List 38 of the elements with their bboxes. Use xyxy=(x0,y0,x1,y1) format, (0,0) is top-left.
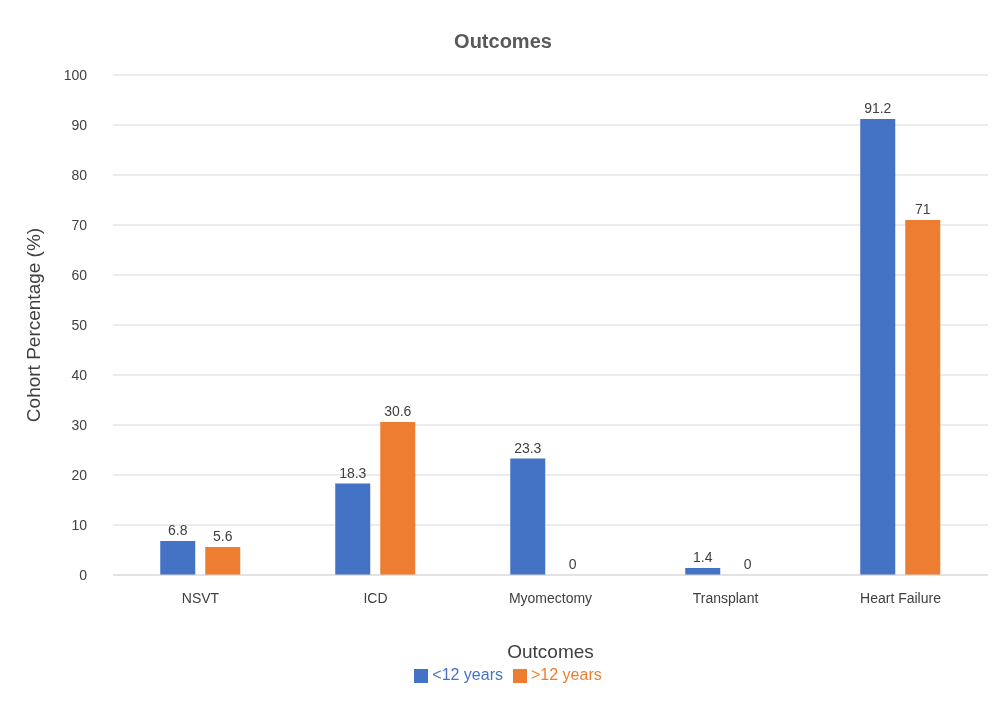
data-label: 5.6 xyxy=(213,528,233,544)
bar xyxy=(860,119,896,575)
chart-title: Outcomes xyxy=(453,30,553,53)
bar xyxy=(380,422,416,575)
y-tick-label: 50 xyxy=(71,316,88,333)
y-tick-label: 80 xyxy=(71,166,88,183)
y-tick-label: 0 xyxy=(79,566,88,583)
y-tick-label: 10 xyxy=(71,516,88,533)
y-tick-label: 90 xyxy=(71,116,88,133)
y-tick-label: 40 xyxy=(71,366,88,383)
data-label: 0 xyxy=(743,556,752,572)
bar xyxy=(510,458,546,575)
x-tick-label: Heart Failure xyxy=(860,589,942,606)
bar xyxy=(160,541,196,575)
y-tick-label: 60 xyxy=(71,266,88,283)
legend-label: <12 years xyxy=(432,666,503,683)
x-tick-label: Myomectomy xyxy=(508,589,593,606)
y-tick-label: 100 xyxy=(63,66,88,83)
legend-label: >12 years xyxy=(531,666,602,683)
x-tick-label: ICD xyxy=(363,589,388,606)
data-label: 6.8 xyxy=(168,522,188,538)
bar xyxy=(335,483,371,575)
x-tick-label: Transplant xyxy=(692,589,759,606)
data-label: 18.3 xyxy=(339,464,367,481)
x-axis-title: Outcomes xyxy=(507,641,594,662)
data-label: 23.3 xyxy=(514,439,542,456)
data-label: 91.2 xyxy=(864,100,892,116)
data-label: 30.6 xyxy=(384,403,412,419)
bar xyxy=(905,220,941,575)
y-tick-label: 70 xyxy=(71,216,88,233)
bar xyxy=(205,547,241,575)
y-tick-label: 30 xyxy=(71,416,88,433)
x-tick-label: NSVT xyxy=(181,589,220,606)
data-label: 0 xyxy=(568,556,577,572)
data-label: 71 xyxy=(914,201,931,217)
y-tick-label: 20 xyxy=(71,466,88,483)
y-axis-title: Cohort Percentage (%) xyxy=(22,227,44,423)
data-label: 1.4 xyxy=(693,549,713,565)
